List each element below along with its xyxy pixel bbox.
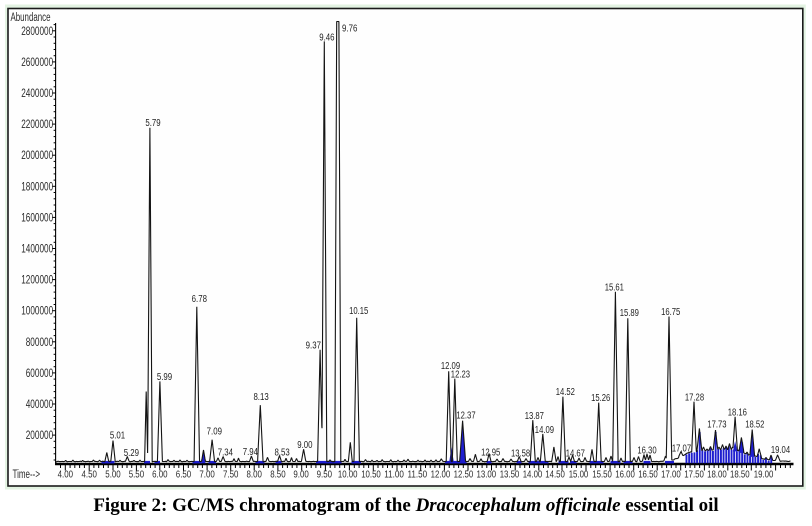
svg-text:9.50: 9.50 xyxy=(317,469,333,481)
svg-text:14.09: 14.09 xyxy=(535,425,555,436)
svg-text:400000: 400000 xyxy=(26,399,54,411)
svg-text:11.00: 11.00 xyxy=(384,469,404,481)
svg-text:18.52: 18.52 xyxy=(745,419,765,430)
svg-text:2200000: 2200000 xyxy=(21,119,53,131)
svg-text:7.94: 7.94 xyxy=(243,447,259,458)
svg-text:10.50: 10.50 xyxy=(361,469,381,481)
svg-text:17.07: 17.07 xyxy=(672,443,692,454)
svg-text:13.58: 13.58 xyxy=(511,448,531,459)
svg-text:16.30: 16.30 xyxy=(637,445,657,456)
svg-text:9.46: 9.46 xyxy=(319,33,335,44)
svg-text:17.00: 17.00 xyxy=(661,469,681,481)
svg-text:1600000: 1600000 xyxy=(21,212,53,224)
svg-text:1800000: 1800000 xyxy=(21,181,53,193)
svg-text:9.37: 9.37 xyxy=(306,341,322,352)
svg-text:4.00: 4.00 xyxy=(58,469,74,481)
svg-text:8.13: 8.13 xyxy=(253,392,269,403)
svg-text:16.00: 16.00 xyxy=(615,469,635,481)
svg-text:15.89: 15.89 xyxy=(620,308,640,319)
svg-text:5.99: 5.99 xyxy=(157,372,173,383)
svg-text:12.95: 12.95 xyxy=(481,447,501,458)
svg-text:13.87: 13.87 xyxy=(525,411,545,422)
svg-text:15.26: 15.26 xyxy=(591,393,611,404)
svg-text:1000000: 1000000 xyxy=(21,306,53,318)
svg-text:600000: 600000 xyxy=(26,368,54,380)
svg-text:14.67: 14.67 xyxy=(566,448,586,459)
svg-text:15.61: 15.61 xyxy=(605,282,625,293)
svg-text:6.00: 6.00 xyxy=(152,469,168,481)
svg-text:19.04: 19.04 xyxy=(771,445,791,456)
svg-text:Time-->: Time--> xyxy=(13,469,41,481)
svg-text:7.34: 7.34 xyxy=(218,448,234,459)
svg-text:15.50: 15.50 xyxy=(592,469,612,481)
svg-text:17.28: 17.28 xyxy=(685,392,705,403)
svg-text:8.50: 8.50 xyxy=(270,469,286,481)
svg-text:8.53: 8.53 xyxy=(274,448,290,459)
svg-text:5.50: 5.50 xyxy=(129,469,145,481)
svg-text:12.23: 12.23 xyxy=(451,370,471,381)
svg-text:6.50: 6.50 xyxy=(176,469,192,481)
svg-text:10.15: 10.15 xyxy=(349,306,369,317)
svg-text:7.09: 7.09 xyxy=(207,427,223,438)
svg-text:5.00: 5.00 xyxy=(105,469,121,481)
svg-text:9.00: 9.00 xyxy=(297,440,313,451)
svg-text:Abundance: Abundance xyxy=(11,12,51,24)
svg-text:13.50: 13.50 xyxy=(500,469,520,481)
svg-text:14.00: 14.00 xyxy=(523,469,543,481)
svg-text:2600000: 2600000 xyxy=(21,57,53,69)
svg-text:1200000: 1200000 xyxy=(21,275,53,287)
svg-text:2400000: 2400000 xyxy=(21,88,53,100)
svg-text:8.00: 8.00 xyxy=(247,469,263,481)
svg-text:7.00: 7.00 xyxy=(199,469,215,481)
svg-text:14.52: 14.52 xyxy=(556,387,576,398)
svg-text:17.50: 17.50 xyxy=(684,469,704,481)
svg-text:12.50: 12.50 xyxy=(454,469,474,481)
svg-text:12.00: 12.00 xyxy=(431,469,451,481)
svg-text:2800000: 2800000 xyxy=(21,26,53,38)
svg-text:11.50: 11.50 xyxy=(408,469,428,481)
svg-text:17.73: 17.73 xyxy=(707,419,727,430)
svg-text:15.00: 15.00 xyxy=(569,469,589,481)
svg-text:18.00: 18.00 xyxy=(707,469,727,481)
svg-text:5.01: 5.01 xyxy=(110,431,126,442)
svg-text:5.29: 5.29 xyxy=(124,448,140,459)
svg-text:14.50: 14.50 xyxy=(545,469,565,481)
svg-text:1400000: 1400000 xyxy=(21,244,53,256)
svg-text:18.50: 18.50 xyxy=(730,469,750,481)
svg-text:9.76: 9.76 xyxy=(342,23,358,34)
svg-text:16.75: 16.75 xyxy=(661,307,681,318)
svg-text:13.00: 13.00 xyxy=(477,469,497,481)
svg-text:800000: 800000 xyxy=(26,337,54,349)
svg-text:2000000: 2000000 xyxy=(21,150,53,162)
svg-text:12.37: 12.37 xyxy=(456,411,476,422)
svg-text:6.78: 6.78 xyxy=(192,294,208,305)
svg-text:10.00: 10.00 xyxy=(338,469,358,481)
svg-text:200000: 200000 xyxy=(26,430,54,442)
svg-text:16.50: 16.50 xyxy=(638,469,658,481)
svg-text:19.00: 19.00 xyxy=(754,469,774,481)
svg-text:7.50: 7.50 xyxy=(223,469,239,481)
svg-text:12.09: 12.09 xyxy=(441,361,461,372)
svg-text:5.79: 5.79 xyxy=(145,118,161,129)
svg-text:18.16: 18.16 xyxy=(728,408,748,419)
svg-text:4.50: 4.50 xyxy=(82,469,98,481)
svg-text:9.00: 9.00 xyxy=(293,469,309,481)
